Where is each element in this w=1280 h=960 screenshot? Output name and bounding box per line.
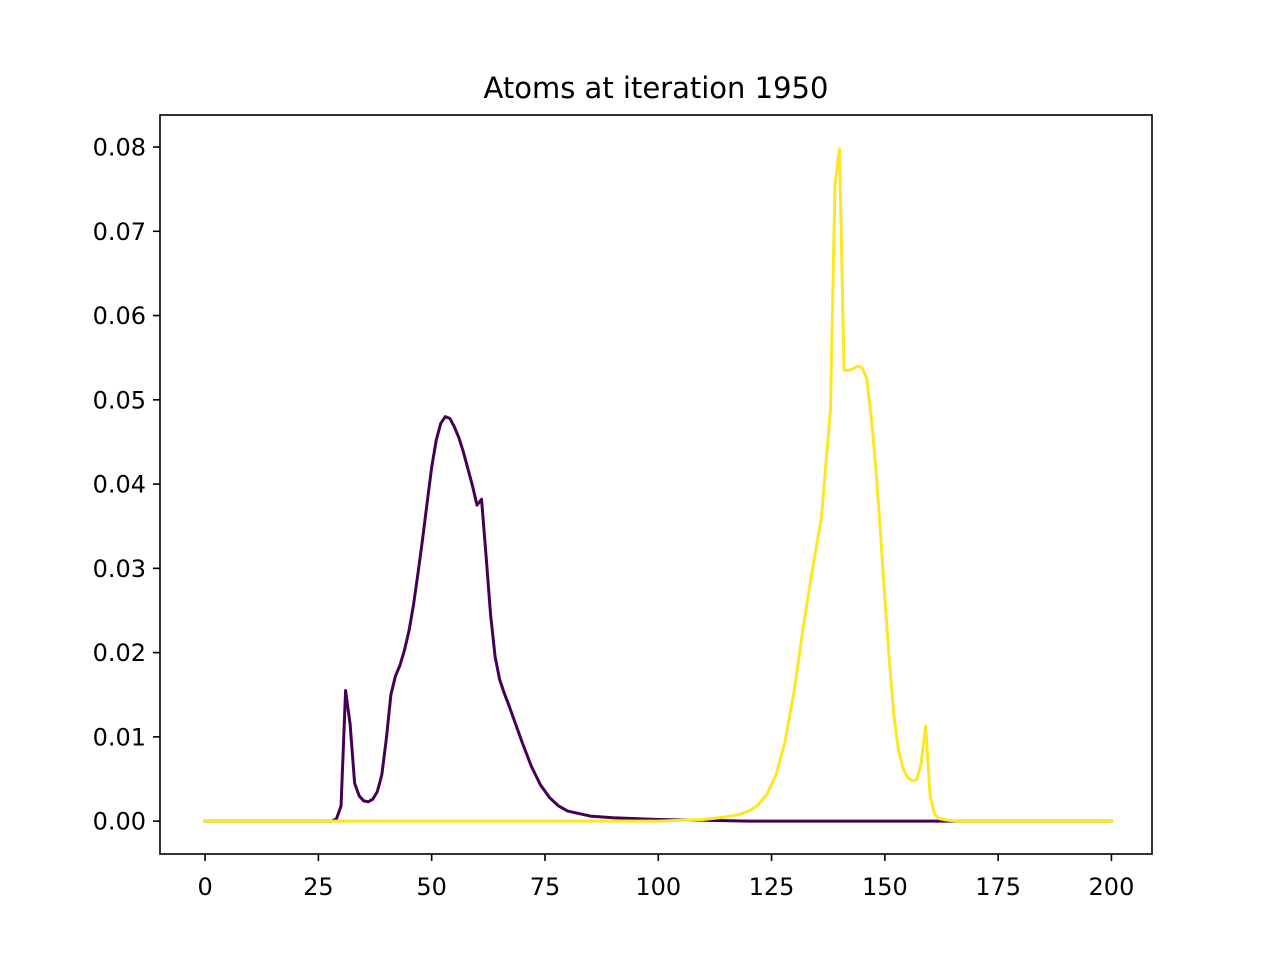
y-tick-label: 0.02 bbox=[93, 639, 146, 667]
y-tick-label: 0.04 bbox=[93, 471, 146, 499]
y-tick-label: 0.06 bbox=[93, 302, 146, 330]
chart-title: Atoms at iteration 1950 bbox=[484, 71, 829, 105]
x-tick-label: 25 bbox=[303, 873, 334, 901]
y-tick-label: 0.03 bbox=[93, 555, 146, 583]
y-tick-label: 0.01 bbox=[93, 723, 146, 751]
y-tick-label: 0.07 bbox=[93, 218, 146, 246]
y-tick-label: 0.05 bbox=[93, 386, 146, 414]
x-tick-label: 175 bbox=[975, 873, 1021, 901]
x-tick-label: 50 bbox=[416, 873, 447, 901]
series-line-2 bbox=[203, 147, 1113, 823]
x-tick-label: 0 bbox=[197, 873, 212, 901]
plot-area bbox=[160, 115, 1152, 854]
plot-frame bbox=[159, 114, 1153, 855]
x-tick-label: 75 bbox=[530, 873, 561, 901]
y-tick-label: 0.00 bbox=[93, 808, 146, 836]
x-tick-label: 100 bbox=[635, 873, 681, 901]
y-axis: 0.00 0.01 0.02 0.03 0.04 0.05 0.06 0.07 0.08 bbox=[93, 134, 160, 836]
x-axis: 0 25 50 75 100 125 150 175 200 bbox=[197, 854, 1134, 901]
series-line-1 bbox=[203, 415, 1113, 823]
series-layer bbox=[203, 147, 1113, 823]
x-tick-label: 150 bbox=[862, 873, 908, 901]
x-tick-label: 200 bbox=[1089, 873, 1135, 901]
y-tick-label: 0.08 bbox=[93, 134, 146, 162]
x-tick-label: 125 bbox=[749, 873, 795, 901]
